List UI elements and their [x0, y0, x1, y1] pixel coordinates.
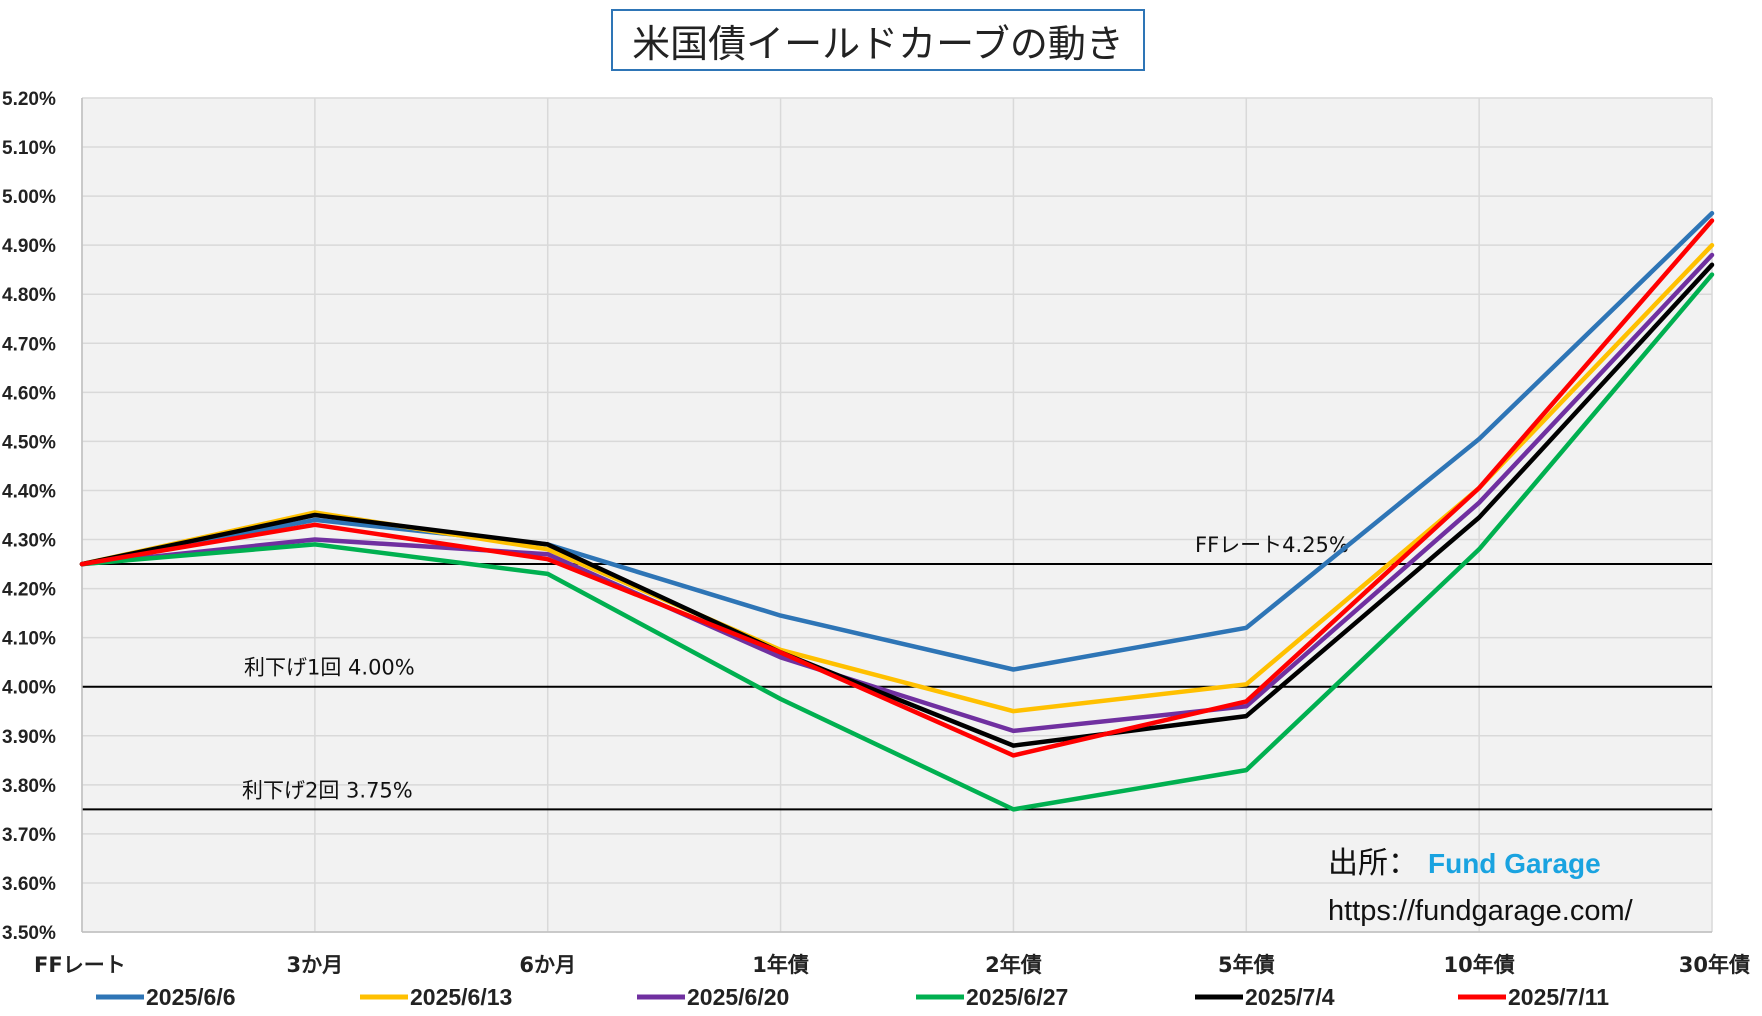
legend-label: 2025/7/11 — [1508, 984, 1609, 1010]
x-tick-label: 2年債 — [985, 953, 1042, 977]
series-line — [79, 211, 1715, 672]
legend-item: 2025/7/11 — [1458, 984, 1609, 1010]
series-line — [79, 272, 1715, 812]
reference-lines: FFレート4.25% 利下げ1回 4.00% 利下げ2回 3.75% — [82, 533, 1712, 811]
x-tick-label: 3か月 — [287, 953, 344, 977]
x-tick-label: FFレート — [34, 953, 126, 977]
y-tick-label: 5.20% — [2, 89, 56, 110]
legend-item: 2025/7/4 — [1195, 984, 1335, 1010]
y-tick-label: 4.90% — [2, 236, 56, 257]
y-tick-label: 3.70% — [2, 825, 56, 846]
x-tick-labels: FFレート 3か月 6か月 1年債 2年債 5年債 10年債 30年債 — [34, 953, 1750, 977]
y-tick-labels: 3.50% 3.60% 3.70% 3.80% 3.90% 4.00% 4.10% 4.20%… — [2, 89, 56, 944]
y-tick-label: 3.50% — [2, 923, 56, 944]
y-tick-label: 4.20% — [2, 580, 56, 601]
y-tick-label: 4.40% — [2, 481, 56, 502]
y-tick-label: 4.30% — [2, 531, 56, 552]
source-label: 出所： — [1328, 846, 1418, 881]
source-url: https://fundgarage.com/ — [1328, 895, 1634, 927]
legend-label: 2025/7/4 — [1245, 984, 1335, 1010]
y-tick-label: 4.00% — [2, 678, 56, 699]
series-lines — [79, 211, 1715, 812]
legend-label: 2025/6/27 — [966, 984, 1068, 1010]
y-tick-label: 4.10% — [2, 629, 56, 650]
legend-item: 2025/6/27 — [916, 984, 1068, 1010]
legend-item: 2025/6/6 — [96, 984, 236, 1010]
series-line — [79, 262, 1715, 748]
y-tick-label: 5.10% — [2, 138, 56, 159]
x-tick-label: 10年債 — [1444, 953, 1515, 977]
legend-label: 2025/6/13 — [410, 984, 512, 1010]
y-tick-label: 5.00% — [2, 187, 56, 208]
series-line — [79, 252, 1715, 734]
chart-title: 米国債イールドカーブの動き — [611, 9, 1145, 71]
axes — [81, 98, 1712, 933]
legend-label: 2025/6/6 — [146, 984, 236, 1010]
y-tick-label: 3.80% — [2, 776, 56, 797]
reference-line-label: 利下げ1回 4.00% — [244, 656, 415, 680]
x-tick-label: 6か月 — [519, 953, 576, 977]
source-block: 出所： Fund Garage https://fundgarage.com/ — [1328, 846, 1634, 927]
legend-item: 2025/6/20 — [637, 984, 789, 1010]
series-line — [79, 218, 1715, 758]
y-tick-label: 4.80% — [2, 285, 56, 306]
x-tick-label: 30年債 — [1679, 953, 1750, 977]
plot-area — [82, 98, 1712, 932]
legend: 2025/6/6 2025/6/13 2025/6/20 2025/6/27 2025/… — [96, 984, 1609, 1010]
legend-item: 2025/6/13 — [360, 984, 512, 1010]
reference-line-label: FFレート4.25% — [1195, 533, 1349, 557]
source-brand: Fund Garage — [1428, 848, 1601, 879]
x-tick-label: 5年債 — [1218, 953, 1275, 977]
reference-line-label: 利下げ2回 3.75% — [242, 778, 413, 802]
x-tick-label: 1年債 — [752, 953, 809, 977]
y-tick-label: 4.50% — [2, 432, 56, 453]
y-tick-label: 3.60% — [2, 874, 56, 895]
legend-label: 2025/6/20 — [687, 984, 789, 1010]
y-tick-label: 4.60% — [2, 383, 56, 404]
y-tick-label: 3.90% — [2, 727, 56, 748]
y-tick-label: 4.70% — [2, 334, 56, 355]
